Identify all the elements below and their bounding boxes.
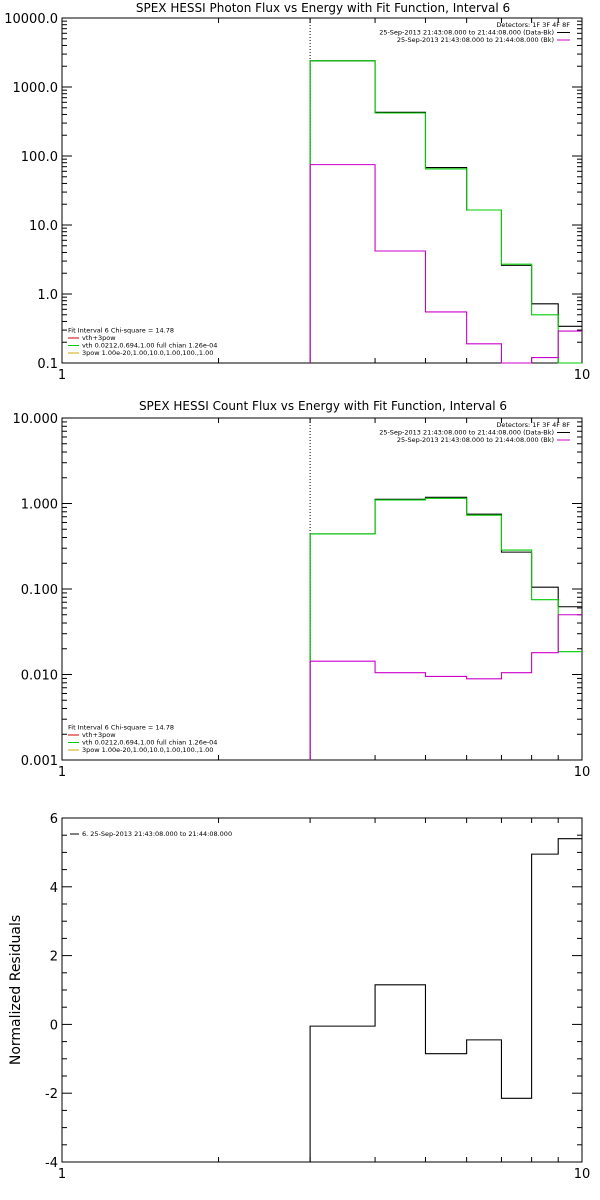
count-flux-title: SPEX HESSI Count Flux vs Energy with Fit… bbox=[139, 399, 507, 413]
legend-top-entry: 25-Sep-2013 21:43:08.000 to 21:44:08.000… bbox=[379, 29, 554, 37]
x-tick-label: 1 bbox=[58, 765, 66, 780]
plot-frame bbox=[61, 17, 583, 364]
y-tick-label: 6 bbox=[50, 812, 58, 827]
legend-bottom-entry: vth+3pow bbox=[82, 731, 116, 739]
series-line-1 bbox=[309, 497, 582, 760]
count-flux-panel: SPEX HESSI Count Flux vs Energy with Fit… bbox=[13, 399, 591, 780]
legend-top-entry: Detectors: 1F 3F 4F 8F bbox=[496, 421, 570, 429]
series-line-2 bbox=[309, 164, 582, 364]
y-tick-label: 10000.0 bbox=[4, 12, 58, 27]
photon-flux-title: SPEX HESSI Photon Flux vs Energy with Fi… bbox=[136, 1, 510, 15]
x-tick-label: 10 bbox=[574, 765, 591, 780]
legend-top-entry: Detectors: 1F 3F 4F 8F bbox=[496, 21, 570, 29]
legend-bottom-entry: vth 0.0212,0.694,1.00 full chian 1.26e-0… bbox=[82, 342, 217, 350]
legend-bottom-entry: vth+3pow bbox=[82, 334, 116, 342]
y-tick-label: 0.1 bbox=[37, 357, 58, 372]
series-line-1 bbox=[309, 60, 582, 364]
legend-top-entry: 25-Sep-2013 21:43:08.000 to 21:44:08.000… bbox=[397, 36, 554, 44]
residuals-plot: 1 10 -4 -2 0 2 4 6 6. 25-Sep-2013 21:43:08.000 t… bbox=[45, 812, 590, 1182]
plot-frame bbox=[61, 417, 583, 761]
legend-top-entry: 25-Sep-2013 21:43:08.000 to 21:44:08.000… bbox=[397, 436, 554, 444]
y-tick-label: 4 bbox=[50, 881, 58, 896]
y-tick-label: 0.100 bbox=[21, 583, 58, 598]
residuals-panel: Normalized Residuals 1 10 -4 -2 0 2 4 6 6. 25-Se… bbox=[8, 812, 590, 1182]
legend-top-entry: 6. 25-Sep-2013 21:43:08.000 to 21:44:08.… bbox=[82, 830, 232, 838]
plot-frame bbox=[61, 817, 583, 1163]
y-tick-label: 10.000 bbox=[13, 412, 59, 427]
legend-bottom-entry: Fit Interval 6 Chi-square = 14.78 bbox=[68, 327, 174, 335]
y-tick-label: -4 bbox=[45, 1156, 58, 1171]
photon-flux-panel: SPEX HESSI Photon Flux vs Energy with Fi… bbox=[4, 1, 590, 383]
x-tick-label: 10 bbox=[574, 368, 591, 383]
y-tick-label: 0.001 bbox=[21, 754, 58, 769]
y-tick-label: 2 bbox=[50, 950, 58, 965]
x-tick-label: 1 bbox=[58, 368, 66, 383]
y-tick-label: -2 bbox=[45, 1087, 58, 1102]
legend-bottom-entry: 3pow 1.00e-20,1.00,10.0,1.00,100.,1.00 bbox=[82, 746, 213, 754]
y-tick-label: 10.0 bbox=[29, 219, 58, 234]
count-flux-plot: 1 10 0.001 0.010 0.100 1.000 10.000 Detectors: … bbox=[13, 412, 591, 780]
legend-top-entry: 25-Sep-2013 21:43:08.000 to 21:44:08.000… bbox=[379, 429, 554, 437]
x-tick-label: 10 bbox=[574, 1167, 591, 1182]
series-line-0 bbox=[309, 838, 582, 1162]
x-tick-label: 1 bbox=[58, 1167, 66, 1182]
photon-flux-plot: 1 10 0.1 1.0 10.0 100.0 1000.0 10000.0 Detectors… bbox=[4, 12, 590, 383]
legend-bottom-entry: 3pow 1.00e-20,1.00,10.0,1.00,100.,1.00 bbox=[82, 349, 213, 357]
residuals-y-label: Normalized Residuals bbox=[8, 915, 24, 1065]
series-line-2 bbox=[309, 614, 582, 760]
y-tick-label: 0 bbox=[50, 1018, 58, 1033]
legend-bottom-entry: Fit Interval 6 Chi-square = 14.78 bbox=[68, 724, 174, 732]
y-tick-label: 0.010 bbox=[21, 669, 58, 684]
y-tick-label: 1.000 bbox=[21, 498, 58, 513]
y-tick-label: 1.0 bbox=[37, 288, 58, 303]
series-line-0 bbox=[309, 496, 582, 760]
y-tick-label: 100.0 bbox=[21, 150, 58, 165]
series-line-0 bbox=[309, 60, 582, 363]
y-tick-label: 1000.0 bbox=[13, 81, 59, 96]
legend-bottom-entry: vth 0.0212,0.694,1.00 full chian 1.26e-0… bbox=[82, 739, 217, 747]
